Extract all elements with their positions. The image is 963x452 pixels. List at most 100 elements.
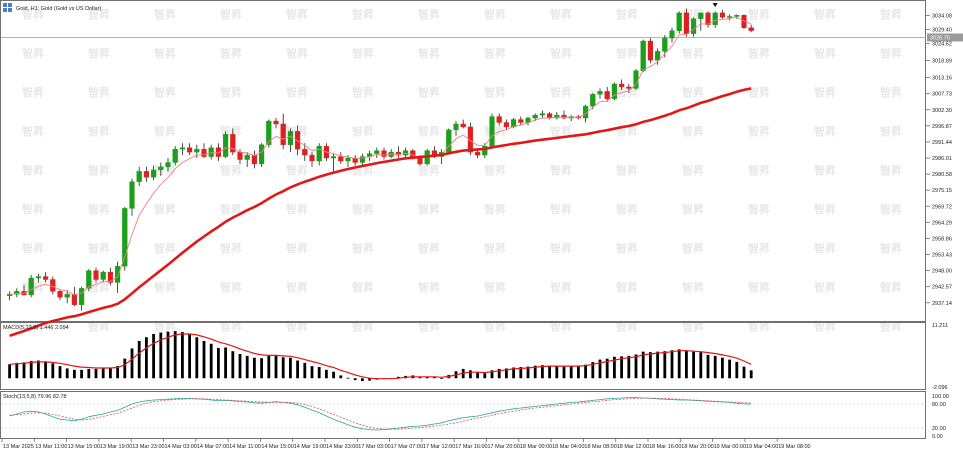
macd-bar [289,357,292,379]
candle [619,79,625,90]
macd-bar [123,358,127,379]
price-tick-label: 3034.08 [932,14,952,20]
time-tick-label: 13 Mar 15:00 [68,444,100,450]
candle [129,178,135,216]
watermark-text: 智昇 [814,46,836,60]
macd-bar [130,348,134,379]
macd-bar [15,362,19,379]
watermark-text: 智昇 [352,124,374,138]
macd-bar [577,366,580,379]
watermark-text: 智昇 [286,163,308,177]
candle [676,11,682,34]
candle [669,27,675,43]
candle [712,11,718,28]
watermark-text: 智昇 [154,241,176,255]
watermark-text: 智昇 [220,163,242,177]
stoch-panel-frame [0,391,926,439]
time-tick-label: 18 Mar 16:00 [649,444,681,450]
stochastic-panel[interactable] [1,397,926,431]
candle [489,113,495,150]
watermark-text: 智昇 [22,46,44,60]
macd-bar [332,371,335,379]
macd-bar [627,355,631,379]
macd-bar [469,370,472,379]
macd-bar [670,350,674,379]
candle [554,112,560,120]
watermark-text: 智昇 [22,202,44,216]
time-tick-label: 19 Mar 00:00 [714,444,746,450]
watermark-text: 智昇 [220,7,242,21]
candle [280,113,286,150]
candle [230,128,236,156]
price-tick-label: 2953.43 [932,253,952,259]
watermark-text: 智昇 [154,163,176,177]
candle [698,12,704,31]
watermark-text: 智昇 [484,85,506,99]
watermark-text: 智昇 [286,7,308,21]
candle [503,119,510,130]
macd-bar [541,365,544,379]
macd-bar [605,358,609,379]
macd-bar [555,365,559,379]
macd-bar [109,367,112,379]
watermark-text: 智昇 [154,46,176,60]
candle [150,165,157,181]
candle [93,267,99,283]
macd-bar [569,365,573,379]
watermark-text: 智昇 [814,163,836,177]
watermark-text: 智昇 [616,163,638,177]
watermark-text: 智昇 [616,202,638,216]
candle [57,289,63,301]
watermark-text: 智昇 [418,280,440,294]
macd-bar [188,334,191,379]
watermark-text: 智昇 [814,280,836,294]
watermark-text: 智昇 [814,241,836,255]
watermark-text: 智昇 [352,46,374,60]
watermark-text: 智昇 [484,241,506,255]
candle [165,158,171,172]
candle [331,153,337,172]
watermark-text: 智昇 [22,7,44,21]
macd-bar [519,367,523,379]
price-tick-label: 3029.40 [932,27,952,33]
watermark-text: 智昇 [352,241,374,255]
macd-bar [692,351,695,379]
watermark-text: 智昇 [154,85,176,99]
candle [64,289,70,304]
candle [691,17,697,37]
macd-bar [159,332,163,379]
macd-bar [728,359,731,379]
current-price-label: 3026.70 [930,35,950,41]
price-tick-label: 2964.29 [932,220,952,226]
candle [201,143,207,159]
candle [748,24,754,33]
watermark-text: 智昇 [550,7,572,21]
price-tick-label: 3024.62 [932,42,952,48]
candle [611,82,618,101]
watermark-text: 智昇 [484,280,506,294]
watermark-text: 智昇 [22,124,44,138]
watermark-text: 智昇 [418,85,440,99]
watermark-text: 智昇 [352,202,374,216]
candle [381,147,387,160]
watermark-text: 智昇 [220,280,242,294]
macd-bar [137,340,141,379]
watermark-text: 智昇 [22,85,44,99]
macd-bar [224,347,227,379]
macd-bar [749,370,753,379]
candle [705,11,711,28]
time-tick-label: 19 Mar 04:00 [746,444,778,450]
macd-bar [73,369,76,379]
macd-bar [303,362,307,379]
candle [518,116,524,126]
main-price-panel[interactable] [1,3,926,338]
macd-bar [433,377,436,379]
macd-panel[interactable] [8,331,753,382]
macd-bar [533,365,537,379]
candle [71,286,78,307]
price-tick-label: 2980.58 [932,172,952,178]
price-tick-label: 2986.01 [932,156,952,162]
candle [338,152,344,164]
